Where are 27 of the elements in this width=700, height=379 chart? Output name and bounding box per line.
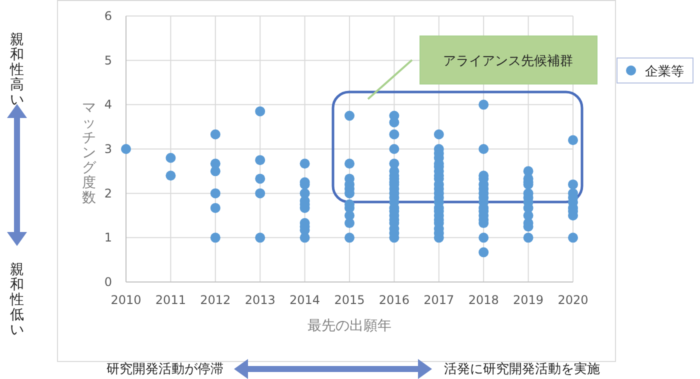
y-tick-label: 0 — [104, 275, 112, 289]
x-tick-label: 2010 — [110, 293, 142, 307]
x-tick-label: 2016 — [378, 293, 410, 307]
y-tick-label: 4 — [104, 98, 112, 112]
x-tick-label: 2019 — [513, 293, 544, 307]
text: 親和性高い — [9, 32, 24, 108]
x-tick-label: 2012 — [200, 293, 231, 307]
x-axis-title: 最先の出願年 — [308, 318, 392, 334]
y-tick-label: 5 — [104, 53, 112, 68]
legend-label: 企業等 — [645, 64, 684, 80]
y-tick-label: 3 — [104, 142, 112, 156]
x-tick-label: 2018 — [468, 293, 499, 307]
x-tick-label: 2014 — [290, 293, 320, 307]
x-tick-label: 2015 — [334, 293, 365, 307]
text: 親和性低い — [9, 262, 24, 338]
x-tick-label: 2017 — [424, 293, 454, 307]
text: 研究開発活動が停滞 — [106, 362, 224, 377]
y-axis-title: マッチング度数 — [82, 100, 97, 206]
y-tick-label: 2 — [104, 186, 112, 200]
y-tick-label: 1 — [104, 230, 112, 245]
annotation: アライアンス先候補群 — [443, 54, 573, 69]
legend: 企業等 — [616, 58, 694, 84]
x-tick-label: 2013 — [244, 293, 276, 307]
y-tick-label: 6 — [104, 9, 112, 23]
text: 活発に研究開発活動を実施 — [444, 361, 600, 377]
x-tick-label: 2020 — [558, 293, 588, 307]
x-tick-label: 2011 — [155, 293, 186, 307]
